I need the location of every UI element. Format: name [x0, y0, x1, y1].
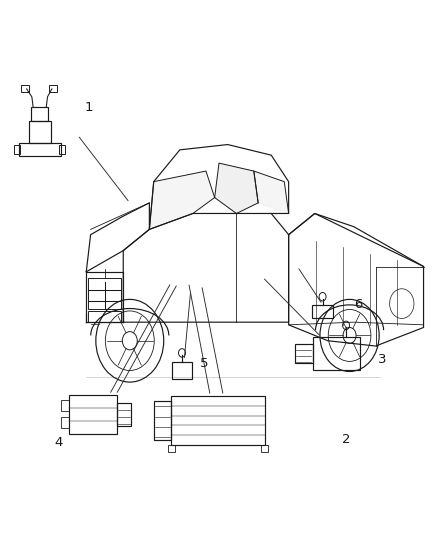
Text: 5: 5	[201, 357, 209, 370]
Bar	[117, 402, 131, 426]
Bar	[168, 445, 175, 451]
Text: 3: 3	[378, 353, 386, 366]
Bar	[14, 144, 20, 154]
Polygon shape	[254, 171, 289, 214]
Bar	[171, 396, 265, 445]
Bar	[59, 144, 65, 154]
Bar	[88, 278, 121, 309]
Bar	[29, 120, 50, 143]
Text: 1: 1	[84, 101, 93, 114]
Polygon shape	[149, 171, 215, 229]
Bar	[69, 395, 117, 433]
Text: 4: 4	[55, 436, 63, 449]
Bar	[173, 362, 191, 379]
Bar	[61, 417, 69, 427]
Bar	[31, 108, 48, 120]
Bar	[261, 445, 268, 451]
Text: 6: 6	[354, 298, 363, 311]
Bar	[312, 305, 333, 318]
Bar	[19, 143, 60, 156]
Polygon shape	[215, 163, 258, 214]
Bar	[49, 85, 57, 92]
Bar	[61, 400, 69, 411]
Text: 2: 2	[342, 433, 350, 446]
Bar	[88, 311, 121, 322]
Bar	[21, 85, 29, 92]
Bar	[313, 337, 360, 370]
Bar	[154, 401, 171, 440]
Bar	[295, 344, 313, 364]
